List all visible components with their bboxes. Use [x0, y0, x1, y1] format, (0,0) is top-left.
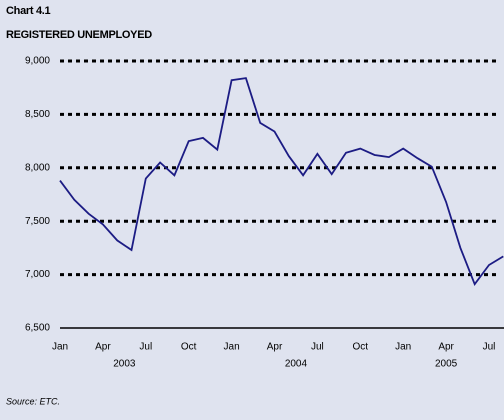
y-tick-label: 7,500: [25, 216, 50, 227]
x-tick-label: Apr: [267, 342, 283, 353]
y-tick-label: 7,000: [25, 269, 50, 280]
x-group-label: 2005: [435, 359, 458, 370]
x-tick-label: Apr: [95, 342, 111, 353]
y-tick-label: 6,500: [25, 323, 50, 334]
x-tick-label: Jan: [224, 342, 240, 353]
source: Source: ETC.: [6, 396, 60, 406]
x-tick-label: Jul: [139, 342, 152, 353]
x-tick-label: Oct: [353, 342, 369, 353]
y-tick-label: 8,500: [25, 109, 50, 120]
x-group-label: 2003: [113, 359, 136, 370]
line: [59, 77, 504, 287]
x-tick-label: Jul: [483, 342, 496, 353]
chart-title: Chart 4.1: [6, 5, 51, 17]
x-tick-label: Jan: [395, 342, 411, 353]
chart-subtitle: REGISTERED UNEMPLOYED: [6, 29, 152, 41]
x-group-label: 2004: [285, 359, 308, 370]
x-tick-label: Jan: [52, 342, 68, 353]
y-tick-label: 9,000: [25, 56, 50, 67]
y-tick-label: 8,000: [25, 162, 50, 173]
x-tick-label: Jul: [311, 342, 324, 353]
x-tick-label: Oct: [181, 342, 197, 353]
x-tick-label: Apr: [438, 342, 454, 353]
